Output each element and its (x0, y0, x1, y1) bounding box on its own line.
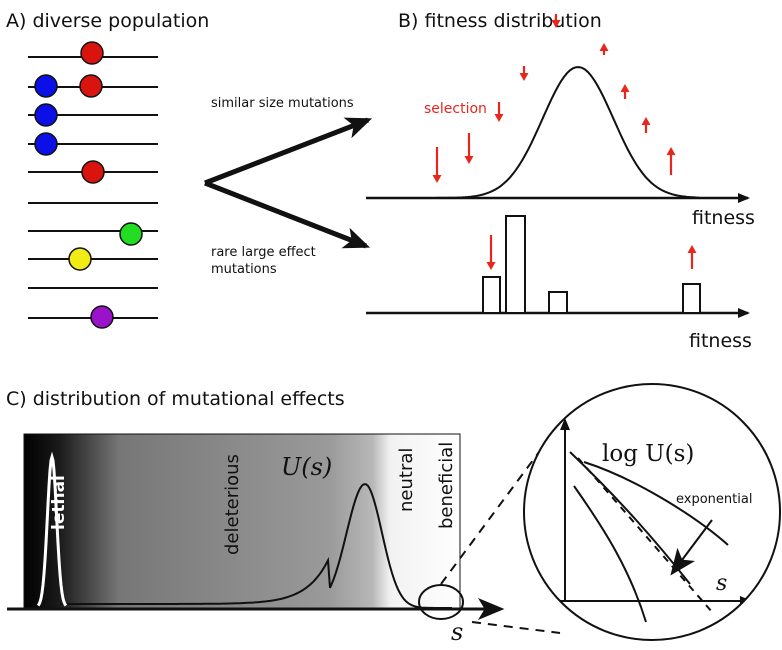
exponential-pointer-arrow (670, 519, 713, 576)
mutation-dot-blue (34, 74, 58, 98)
label-rare-large-2: mutations (211, 262, 277, 277)
zoom-contents (547, 418, 752, 623)
fitness-axis-label-bottom: fitness (689, 330, 752, 352)
selection-arrow-head (620, 84, 630, 92)
selection-arrow-head (599, 43, 609, 51)
label-similar-size: similar size mutations (211, 96, 354, 111)
lethal-peak-curve (36, 451, 68, 607)
zoom-connector-lower (471, 621, 561, 634)
fitness-distribution-curve (366, 66, 700, 199)
panel-a-title: A) diverse population (6, 10, 209, 32)
zoom-curve-upper (583, 461, 729, 546)
histogram-bar (548, 291, 568, 314)
mutation-dot-red (79, 74, 103, 98)
panel-c-title: C) distribution of mutational effects (6, 388, 345, 410)
histogram-bar (505, 215, 526, 314)
mutation-dot-blue (34, 103, 58, 127)
region-label-lethal: lethal (49, 475, 69, 530)
region-label-neutral: neutral (396, 448, 417, 512)
selection-arrow-head (666, 147, 676, 155)
region-label-deleterious: deleterious (222, 454, 243, 555)
selection-arrow-head (464, 156, 474, 164)
zoom-connector-upper (440, 443, 546, 585)
mutation-dot-purple (90, 305, 114, 329)
selection-arrow-head (519, 73, 529, 81)
zoom-curve-lower (573, 485, 647, 623)
mutation-dot-blue (34, 132, 58, 156)
zoom-axis-label: s (716, 571, 727, 596)
label-rare-large-1: rare large effect (211, 245, 316, 260)
zoom-region-ellipse (418, 584, 464, 620)
exponential-label: exponential (676, 492, 752, 507)
selection-arrow-head (486, 262, 496, 270)
histogram-bar (482, 276, 501, 314)
u-of-s-curve (60, 483, 452, 609)
zoom-circle (523, 383, 781, 641)
zoom-title: log U(s) (602, 441, 694, 467)
zoom-title-text: log U(s) (602, 441, 694, 467)
selection-arrow-head (551, 20, 561, 28)
mutation-dot-red (81, 160, 105, 184)
effect-gradient-box (23, 433, 461, 610)
selection-arrows (432, 14, 697, 270)
selection-arrow-head (494, 114, 504, 122)
arrow-lower (204, 180, 371, 249)
s-axis-label: s (451, 618, 463, 646)
mutation-dots (34, 41, 143, 329)
zoom-exponential-line (577, 457, 713, 613)
selection-arrow-head (641, 117, 651, 125)
selection-label: selection (424, 101, 487, 117)
mutation-dot-red (80, 41, 104, 65)
selection-arrow-head (687, 245, 697, 253)
histogram-bars (482, 215, 701, 314)
fitness-axis-label-top: fitness (692, 207, 755, 229)
selection-arrow-head (432, 175, 442, 183)
region-label-beneficial: beneficial (436, 442, 457, 529)
branch-arrows (204, 117, 373, 249)
mutation-dot-yellow (68, 247, 92, 271)
arrow-upper (204, 117, 373, 186)
panel-b-title: B) fitness distribution (398, 10, 602, 32)
histogram-bar (682, 283, 701, 314)
u-of-s-label: U(s) (281, 453, 332, 481)
mutation-dot-green (119, 222, 143, 246)
